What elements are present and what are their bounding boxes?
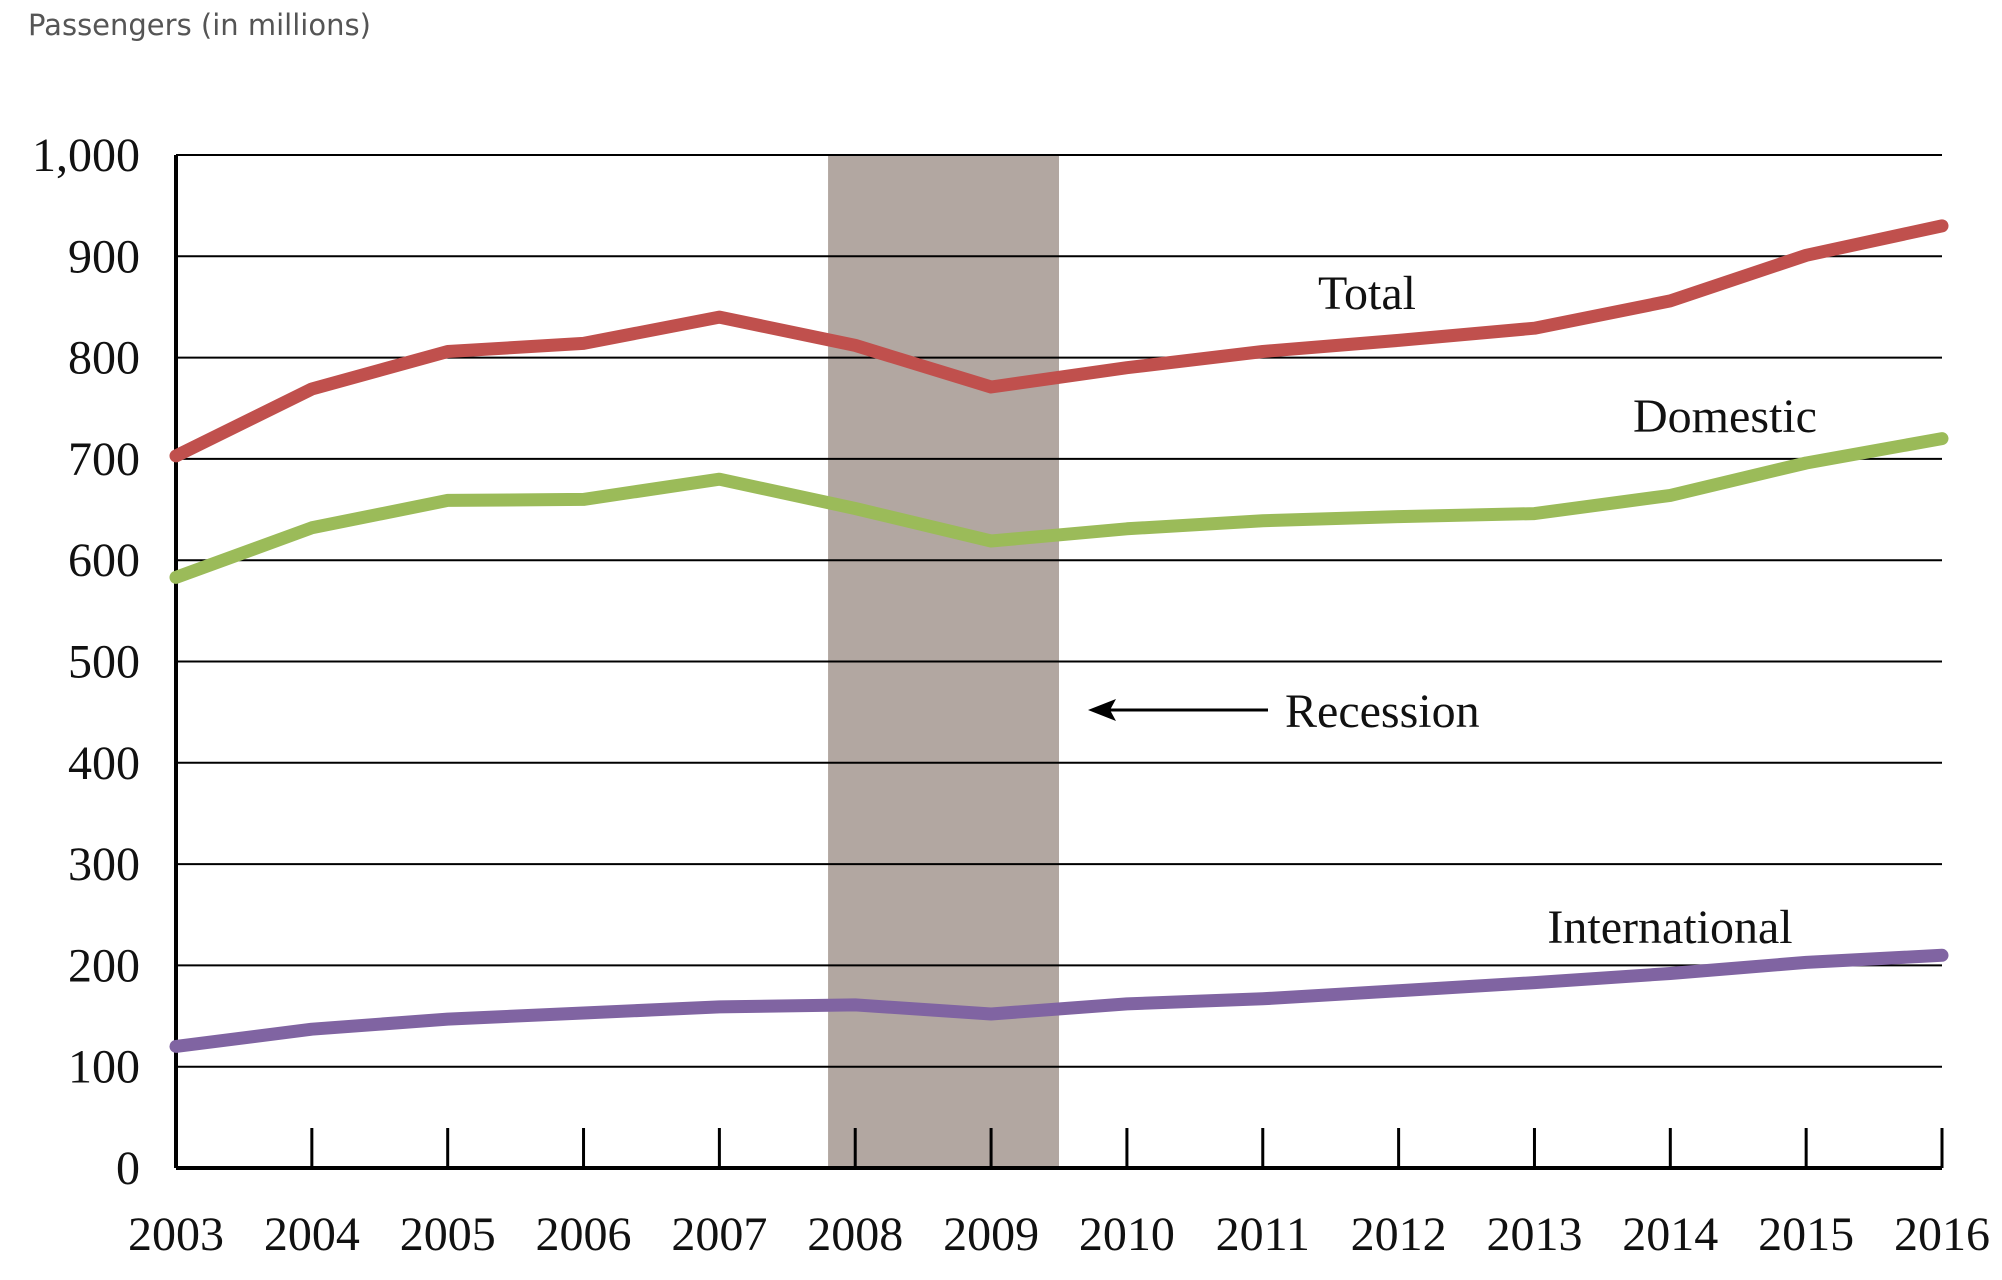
- y-tick-label-900: 900: [68, 230, 140, 283]
- series-line-domestic: [169, 432, 1949, 584]
- x-tick-label-2011: 2011: [1216, 1208, 1310, 1261]
- y-tick-label-700: 700: [68, 433, 140, 486]
- x-tick-label-2008: 2008: [807, 1208, 903, 1261]
- x-tick-label-2016: 2016: [1894, 1208, 1990, 1261]
- x-tick-label-2006: 2006: [536, 1208, 632, 1261]
- x-tick-label-2013: 2013: [1486, 1208, 1582, 1261]
- x-tick-label-2012: 2012: [1351, 1208, 1447, 1261]
- x-tick-label-2014: 2014: [1622, 1208, 1718, 1261]
- y-tick-label-600: 600: [68, 534, 140, 587]
- series-line-international: [169, 948, 1949, 1053]
- y-tick-label-800: 800: [68, 332, 140, 385]
- x-tick-label-2004: 2004: [264, 1208, 360, 1261]
- series-label-domestic: Domestic: [1633, 390, 1817, 443]
- recession-label: Recession: [1285, 685, 1480, 738]
- y-tick-label-100: 100: [68, 1041, 140, 1094]
- y-tick-label-200: 200: [68, 939, 140, 992]
- y-tick-label-500: 500: [68, 636, 140, 689]
- series-label-total: Total: [1318, 267, 1416, 320]
- y-tick-label-0: 0: [116, 1142, 140, 1195]
- x-tick-label-2009: 2009: [943, 1208, 1039, 1261]
- series-line-total: [169, 219, 1949, 463]
- x-tick-label-2010: 2010: [1079, 1208, 1175, 1261]
- y-tick-label-1000: 1,000: [32, 129, 140, 182]
- series-label-international: International: [1547, 901, 1792, 954]
- x-tick-label-2015: 2015: [1758, 1208, 1854, 1261]
- recession-arrow-head: [1088, 699, 1116, 721]
- y-tick-label-400: 400: [68, 737, 140, 790]
- y-axis-label: Passengers (in millions): [28, 8, 371, 42]
- x-tick-label-2005: 2005: [400, 1208, 496, 1261]
- x-tick-label-2007: 2007: [671, 1208, 767, 1261]
- x-tick-label-2003: 2003: [128, 1208, 224, 1261]
- y-tick-label-300: 300: [68, 838, 140, 891]
